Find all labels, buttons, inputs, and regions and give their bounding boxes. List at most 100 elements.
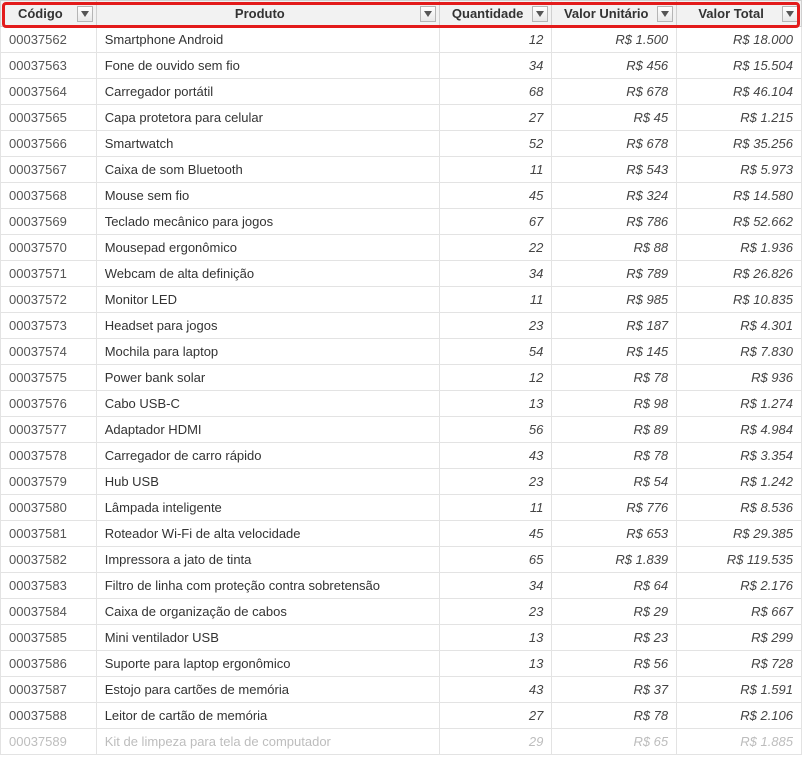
cell-valor-total[interactable]: R$ 1.215	[677, 105, 802, 131]
cell-valor-unitario[interactable]: R$ 145	[552, 339, 677, 365]
filter-dropdown-valor-unitario[interactable]	[657, 6, 673, 22]
cell-codigo[interactable]: 00037579	[1, 469, 97, 495]
cell-valor-total[interactable]: R$ 728	[677, 651, 802, 677]
cell-produto[interactable]: Impressora a jato de tinta	[96, 547, 439, 573]
cell-valor-total[interactable]: R$ 35.256	[677, 131, 802, 157]
cell-valor-unitario[interactable]: R$ 98	[552, 391, 677, 417]
cell-valor-unitario[interactable]: R$ 89	[552, 417, 677, 443]
table-row[interactable]: 00037588Leitor de cartão de memória27R$ …	[1, 703, 802, 729]
filter-dropdown-quantidade[interactable]	[532, 6, 548, 22]
cell-quantidade[interactable]: 11	[439, 157, 551, 183]
cell-valor-total[interactable]: R$ 299	[677, 625, 802, 651]
cell-produto[interactable]: Webcam de alta definição	[96, 261, 439, 287]
cell-quantidade[interactable]: 29	[439, 729, 551, 755]
cell-valor-unitario[interactable]: R$ 78	[552, 703, 677, 729]
cell-produto[interactable]: Lâmpada inteligente	[96, 495, 439, 521]
cell-quantidade[interactable]: 56	[439, 417, 551, 443]
table-row[interactable]: 00037573Headset para jogos23R$ 187R$ 4.3…	[1, 313, 802, 339]
cell-produto[interactable]: Carregador portátil	[96, 79, 439, 105]
cell-quantidade[interactable]: 45	[439, 183, 551, 209]
cell-produto[interactable]: Adaptador HDMI	[96, 417, 439, 443]
cell-codigo[interactable]: 00037564	[1, 79, 97, 105]
table-row[interactable]: 00037586Suporte para laptop ergonômico13…	[1, 651, 802, 677]
cell-valor-unitario[interactable]: R$ 64	[552, 573, 677, 599]
cell-codigo[interactable]: 00037575	[1, 365, 97, 391]
cell-quantidade[interactable]: 43	[439, 443, 551, 469]
cell-quantidade[interactable]: 34	[439, 573, 551, 599]
cell-produto[interactable]: Caixa de som Bluetooth	[96, 157, 439, 183]
table-row[interactable]: 00037564Carregador portátil68R$ 678R$ 46…	[1, 79, 802, 105]
cell-valor-unitario[interactable]: R$ 88	[552, 235, 677, 261]
cell-valor-total[interactable]: R$ 2.176	[677, 573, 802, 599]
cell-valor-total[interactable]: R$ 15.504	[677, 53, 802, 79]
cell-codigo[interactable]: 00037583	[1, 573, 97, 599]
cell-codigo[interactable]: 00037568	[1, 183, 97, 209]
cell-valor-total[interactable]: R$ 2.106	[677, 703, 802, 729]
cell-codigo[interactable]: 00037563	[1, 53, 97, 79]
cell-codigo[interactable]: 00037585	[1, 625, 97, 651]
column-header-valor-total[interactable]: Valor Total	[677, 1, 802, 27]
table-row[interactable]: 00037584Caixa de organização de cabos23R…	[1, 599, 802, 625]
cell-quantidade[interactable]: 11	[439, 287, 551, 313]
table-row[interactable]: 00037572Monitor LED11R$ 985R$ 10.835	[1, 287, 802, 313]
cell-codigo[interactable]: 00037574	[1, 339, 97, 365]
column-header-quantidade[interactable]: Quantidade	[439, 1, 551, 27]
cell-produto[interactable]: Power bank solar	[96, 365, 439, 391]
cell-valor-unitario[interactable]: R$ 456	[552, 53, 677, 79]
table-row[interactable]: 00037563Fone de ouvido sem fio34R$ 456R$…	[1, 53, 802, 79]
table-row[interactable]: 00037570Mousepad ergonômico22R$ 88R$ 1.9…	[1, 235, 802, 261]
cell-codigo[interactable]: 00037587	[1, 677, 97, 703]
cell-valor-total[interactable]: R$ 1.936	[677, 235, 802, 261]
cell-produto[interactable]: Caixa de organização de cabos	[96, 599, 439, 625]
cell-produto[interactable]: Roteador Wi-Fi de alta velocidade	[96, 521, 439, 547]
cell-codigo[interactable]: 00037572	[1, 287, 97, 313]
cell-produto[interactable]: Fone de ouvido sem fio	[96, 53, 439, 79]
cell-valor-unitario[interactable]: R$ 37	[552, 677, 677, 703]
cell-valor-unitario[interactable]: R$ 678	[552, 79, 677, 105]
table-row[interactable]: 00037569Teclado mecânico para jogos67R$ …	[1, 209, 802, 235]
cell-quantidade[interactable]: 13	[439, 625, 551, 651]
cell-quantidade[interactable]: 27	[439, 703, 551, 729]
table-row[interactable]: 00037583Filtro de linha com proteção con…	[1, 573, 802, 599]
cell-valor-unitario[interactable]: R$ 324	[552, 183, 677, 209]
cell-codigo[interactable]: 00037580	[1, 495, 97, 521]
cell-quantidade[interactable]: 23	[439, 599, 551, 625]
cell-valor-total[interactable]: R$ 4.984	[677, 417, 802, 443]
cell-valor-unitario[interactable]: R$ 1.500	[552, 27, 677, 53]
cell-valor-unitario[interactable]: R$ 678	[552, 131, 677, 157]
cell-quantidade[interactable]: 13	[439, 651, 551, 677]
cell-valor-total[interactable]: R$ 667	[677, 599, 802, 625]
table-row[interactable]: 00037587Estojo para cartões de memória43…	[1, 677, 802, 703]
cell-quantidade[interactable]: 68	[439, 79, 551, 105]
cell-valor-total[interactable]: R$ 14.580	[677, 183, 802, 209]
cell-codigo[interactable]: 00037567	[1, 157, 97, 183]
cell-codigo[interactable]: 00037582	[1, 547, 97, 573]
table-row[interactable]: 00037567Caixa de som Bluetooth11R$ 543R$…	[1, 157, 802, 183]
cell-produto[interactable]: Carregador de carro rápido	[96, 443, 439, 469]
cell-quantidade[interactable]: 11	[439, 495, 551, 521]
cell-valor-total[interactable]: R$ 18.000	[677, 27, 802, 53]
cell-valor-unitario[interactable]: R$ 653	[552, 521, 677, 547]
cell-produto[interactable]: Mousepad ergonômico	[96, 235, 439, 261]
cell-codigo[interactable]: 00037569	[1, 209, 97, 235]
cell-produto[interactable]: Hub USB	[96, 469, 439, 495]
cell-valor-unitario[interactable]: R$ 23	[552, 625, 677, 651]
cell-valor-unitario[interactable]: R$ 45	[552, 105, 677, 131]
cell-valor-unitario[interactable]: R$ 65	[552, 729, 677, 755]
table-row[interactable]: 00037576Cabo USB-C13R$ 98R$ 1.274	[1, 391, 802, 417]
table-row[interactable]: 00037578Carregador de carro rápido43R$ 7…	[1, 443, 802, 469]
cell-valor-total[interactable]: R$ 3.354	[677, 443, 802, 469]
cell-valor-total[interactable]: R$ 1.591	[677, 677, 802, 703]
table-row[interactable]: 00037589Kit de limpeza para tela de comp…	[1, 729, 802, 755]
cell-produto[interactable]: Capa protetora para celular	[96, 105, 439, 131]
cell-quantidade[interactable]: 45	[439, 521, 551, 547]
cell-quantidade[interactable]: 23	[439, 313, 551, 339]
cell-valor-unitario[interactable]: R$ 1.839	[552, 547, 677, 573]
cell-valor-total[interactable]: R$ 52.662	[677, 209, 802, 235]
cell-codigo[interactable]: 00037588	[1, 703, 97, 729]
cell-codigo[interactable]: 00037562	[1, 27, 97, 53]
cell-quantidade[interactable]: 43	[439, 677, 551, 703]
filter-dropdown-produto[interactable]	[420, 6, 436, 22]
cell-valor-unitario[interactable]: R$ 78	[552, 443, 677, 469]
cell-produto[interactable]: Smartwatch	[96, 131, 439, 157]
